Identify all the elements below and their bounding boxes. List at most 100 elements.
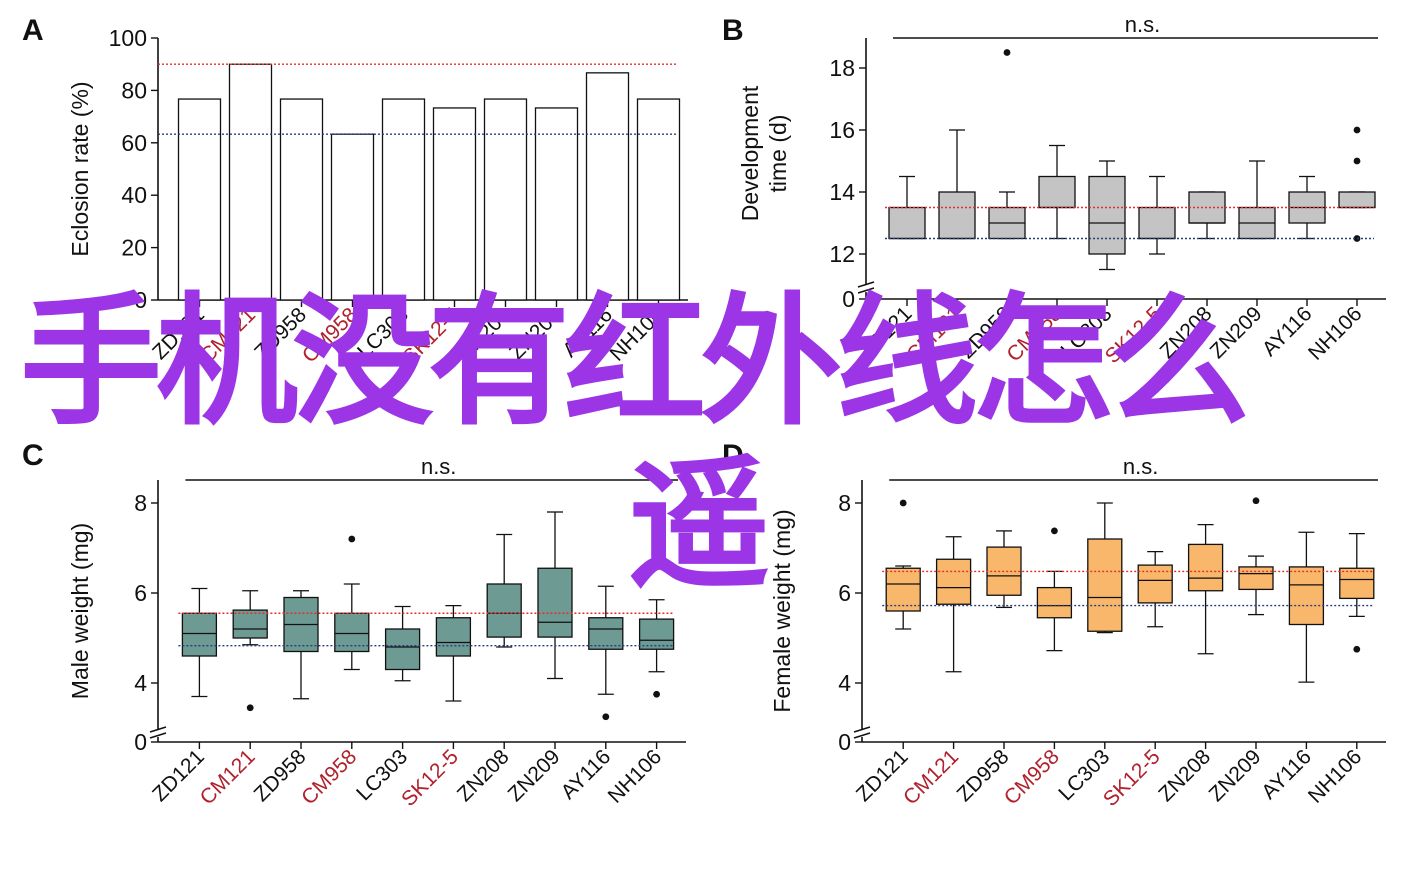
x-tick-label-b: SK12-5: [1101, 302, 1167, 368]
x-tick-label-c: NH106: [604, 745, 666, 807]
y-tick-label-d: 4: [838, 670, 851, 696]
x-tick-label-c: SK12-5: [397, 745, 463, 811]
panel-letter-d: D: [722, 439, 744, 472]
y-tick-label-b: 18: [829, 55, 855, 81]
outlier-point: [1252, 497, 1260, 505]
x-tick-label-d: ZN208: [1154, 745, 1215, 806]
y-tick-label-c: 4: [134, 670, 147, 696]
box: [1338, 191, 1376, 209]
box: [1238, 566, 1274, 591]
y-tick-label-zero-c: 0: [134, 729, 147, 755]
bar: [534, 107, 579, 301]
box: [935, 558, 972, 605]
significance-label-b: n.s.: [1125, 12, 1160, 37]
outlier-point: [1353, 126, 1361, 134]
bar: [483, 98, 528, 301]
x-tick-label-c: ZN209: [504, 745, 565, 806]
box: [1087, 538, 1123, 632]
box: [181, 612, 218, 657]
bar: [432, 107, 477, 301]
x-tick-label-b: ZN208: [1156, 302, 1217, 363]
y-tick-label-a: 100: [109, 25, 147, 51]
y-tick-label-a: 40: [121, 182, 147, 208]
outlier-point: [1353, 157, 1361, 165]
axis-break-mark: [853, 726, 871, 739]
outlier-point: [348, 535, 356, 543]
y-tick-label-c: 8: [134, 490, 147, 516]
y-tick-label-b: 14: [829, 179, 855, 205]
box: [1288, 566, 1325, 626]
x-tick-label-c: CM121: [196, 745, 260, 809]
bar: [177, 98, 222, 301]
x-tick-label-c: ZN208: [453, 745, 514, 806]
box: [486, 583, 522, 638]
bar: [636, 98, 681, 301]
x-tick-label-a: NH106: [606, 303, 668, 365]
box: [1187, 543, 1224, 592]
x-tick-label-d: CM121: [899, 745, 963, 809]
significance-label-c: n.s.: [421, 454, 456, 479]
y-tick-label-b: 16: [829, 117, 855, 143]
x-tick-label-b: CM958: [1002, 302, 1066, 366]
outlier-point: [899, 499, 907, 507]
significance-label-d: n.s.: [1123, 454, 1158, 479]
bar: [279, 98, 324, 301]
outlier-point: [602, 713, 610, 721]
axis-break-mark: [149, 726, 167, 739]
bar: [381, 98, 426, 301]
box: [384, 628, 421, 671]
bar: [585, 72, 630, 301]
box: [885, 567, 921, 612]
y-tick-label-a: 60: [121, 130, 147, 156]
y-tick-label-d: 8: [838, 490, 851, 516]
y-axis-title-a: Eclosion rate (%): [67, 81, 93, 256]
y-axis-title-b: Development: [737, 85, 763, 221]
bar: [330, 133, 375, 301]
outlier-point: [246, 704, 254, 712]
box: [1138, 206, 1176, 240]
panel-letter-c: C: [22, 439, 44, 472]
box: [938, 191, 976, 240]
y-axis-title-line2-b: time (d): [765, 115, 791, 193]
outlier-point: [653, 690, 660, 698]
y-tick-label-zero-b: 0: [842, 286, 855, 312]
box: [638, 618, 675, 650]
panel-letter-a: A: [22, 14, 44, 47]
box: [588, 617, 624, 650]
x-tick-label-a: CM121: [196, 303, 260, 367]
box: [1036, 586, 1073, 619]
y-tick-label-a: 20: [121, 235, 147, 261]
x-tick-label-a: SK12-5: [398, 303, 464, 369]
panel-letter-b: B: [722, 14, 744, 47]
x-tick-label-a: CM958: [298, 303, 362, 367]
x-tick-label-b: NH106: [1304, 302, 1366, 364]
x-tick-label-d: CM958: [1000, 745, 1064, 809]
outlier-point: [1003, 49, 1011, 56]
box: [537, 567, 573, 638]
x-tick-label-c: CM958: [297, 745, 361, 809]
outlier-point: [1051, 527, 1058, 535]
box: [1038, 175, 1076, 209]
y-axis-title-d: Female weight (mg): [769, 509, 795, 712]
axis-break-mark: [857, 281, 875, 294]
x-tick-label-b: ZN209: [1206, 302, 1267, 363]
box: [1339, 567, 1375, 600]
y-tick-label-c: 6: [134, 580, 147, 606]
y-tick-label-d: 6: [838, 580, 851, 606]
x-tick-label-b: CM121: [902, 302, 966, 366]
x-tick-label-a: ZN208: [454, 303, 515, 364]
box: [888, 206, 926, 240]
x-tick-label-a: ZN209: [505, 303, 566, 364]
box: [1088, 175, 1126, 255]
x-tick-label-d: ZN209: [1205, 745, 1266, 806]
box: [435, 617, 472, 657]
y-axis-title-c: Male weight (mg): [67, 523, 93, 699]
x-tick-label-d: NH106: [1304, 745, 1366, 807]
bar: [228, 63, 273, 301]
y-tick-label-zero-d: 0: [838, 729, 851, 755]
y-tick-label-a: 80: [121, 77, 147, 103]
outlier-point: [1353, 645, 1361, 653]
x-tick-label-d: SK12-5: [1099, 745, 1165, 811]
y-tick-label-b: 12: [829, 241, 855, 267]
